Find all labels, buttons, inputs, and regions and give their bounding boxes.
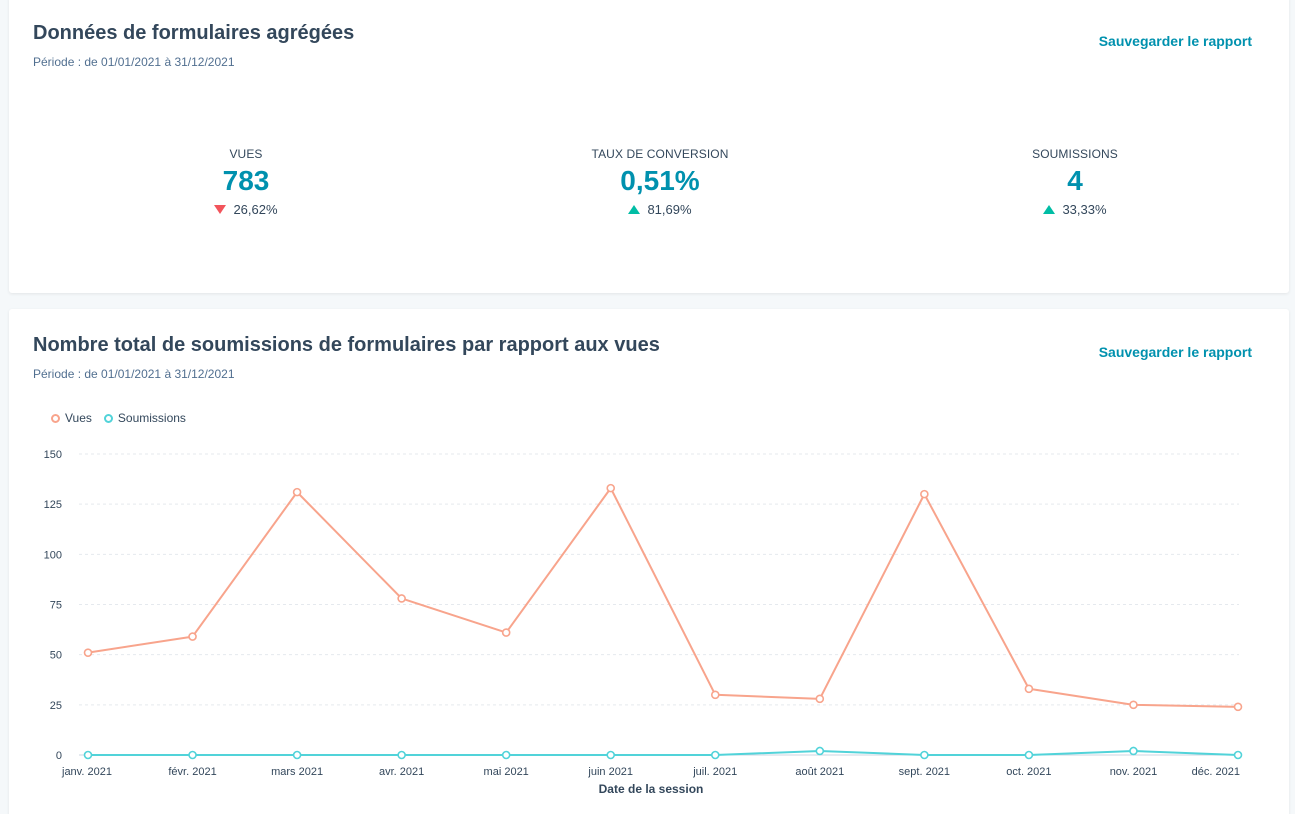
kpi-value: 783 <box>222 165 270 196</box>
data-point <box>397 750 406 760</box>
x-tick-label: mai 2021 <box>484 766 529 778</box>
data-point <box>815 746 825 756</box>
save-report-link[interactable]: Sauvegarder le rapport <box>1098 344 1252 360</box>
data-point <box>710 690 720 700</box>
chart-legend: Vues Soumissions <box>51 411 186 425</box>
kpi-label: SOUMISSIONS <box>1032 147 1118 161</box>
x-tick-label: janv. 2021 <box>61 766 112 778</box>
x-axis-title: Date de la session <box>599 782 704 796</box>
card-title: Nombre total de soumissions de formulair… <box>33 334 660 356</box>
y-tick-label: 25 <box>50 700 62 712</box>
legend-item-vues[interactable]: Vues <box>51 411 92 425</box>
data-point <box>292 750 302 760</box>
data-point <box>1129 746 1138 756</box>
kpi-value: 4 <box>1067 165 1083 196</box>
y-tick-label: 125 <box>44 499 62 511</box>
x-tick-label: juil. 2021 <box>692 766 737 778</box>
data-point <box>188 632 197 641</box>
kpi-value: 0,51% <box>620 165 700 196</box>
data-point <box>83 648 93 657</box>
legend-marker-icon <box>51 413 60 423</box>
kpi-change-value: 81,69% <box>647 202 692 217</box>
up-arrow-icon <box>1043 205 1056 214</box>
y-tick-label: 50 <box>50 650 62 662</box>
kpi-change-value: 33,33% <box>1062 202 1107 217</box>
x-tick-label: déc. 2021 <box>1192 766 1240 778</box>
y-tick-label: 75 <box>50 600 62 612</box>
data-point <box>188 750 197 760</box>
x-tick-label: oct. 2021 <box>1006 766 1051 778</box>
y-tick-label: 150 <box>44 449 62 461</box>
data-point <box>920 489 929 499</box>
data-point <box>1233 702 1243 712</box>
data-point <box>1024 750 1034 760</box>
series-line-soumissions <box>88 749 1239 756</box>
x-tick-label: août 2021 <box>795 766 844 778</box>
period-label: Période : de 01/01/2021 à 31/12/2021 <box>33 55 235 69</box>
data-point <box>1129 700 1138 710</box>
y-tick-label: 100 <box>44 549 62 561</box>
data-point <box>815 694 825 704</box>
save-report-link[interactable]: Sauvegarder le rapport <box>1098 33 1252 49</box>
data-point <box>606 483 616 493</box>
data-point <box>606 750 616 760</box>
y-tick-label: 0 <box>56 750 62 762</box>
legend-item-soumissions[interactable]: Soumissions <box>103 411 186 425</box>
up-arrow-icon <box>628 205 641 214</box>
x-tick-label: juin 2021 <box>587 766 633 778</box>
data-point <box>292 487 302 497</box>
data-point <box>501 628 511 637</box>
period-label: Période : de 01/01/2021 à 31/12/2021 <box>33 367 235 381</box>
x-tick-label: févr. 2021 <box>168 766 216 778</box>
card-title: Données de formulaires agrégées <box>33 22 355 44</box>
legend-label: Soumissions <box>117 411 186 425</box>
data-point <box>83 750 93 760</box>
kpi-change: 26,62% <box>126 202 366 217</box>
aggregated-form-data-card: Données de formulaires agrégées Période … <box>9 0 1289 293</box>
x-tick-label: mars 2021 <box>271 766 323 778</box>
line-chart: 0 25 50 75 100 125 150 janv. 2021 févr. 2021 mars… <box>44 449 1243 796</box>
kpi-conversion-rate: TAUX DE CONVERSION 0,51% 81,69% <box>540 147 780 217</box>
data-point <box>1233 750 1243 760</box>
data-point <box>1024 684 1034 694</box>
legend-marker-icon <box>103 413 113 423</box>
data-point <box>710 750 720 760</box>
x-tick-label: sept. 2021 <box>899 766 950 778</box>
data-point <box>397 594 406 603</box>
kpi-views: VUES 783 26,62% <box>126 147 366 217</box>
data-point <box>920 750 929 760</box>
submissions-vs-views-card: Nombre total de soumissions de formulair… <box>9 309 1289 814</box>
kpi-change-value: 26,62% <box>233 202 278 217</box>
x-tick-label: nov. 2021 <box>1110 766 1158 778</box>
kpi-label: VUES <box>229 147 263 161</box>
kpi-change: 81,69% <box>540 202 780 217</box>
kpi-submissions: SOUMISSIONS 4 33,33% <box>955 147 1195 217</box>
x-tick-label: avr. 2021 <box>379 766 424 778</box>
kpi-change: 33,33% <box>955 202 1195 217</box>
down-arrow-icon <box>214 205 227 214</box>
series-line-vues <box>87 487 1239 708</box>
data-point <box>501 750 511 760</box>
kpi-label: TAUX DE CONVERSION <box>591 147 729 161</box>
legend-label: Vues <box>65 411 92 425</box>
